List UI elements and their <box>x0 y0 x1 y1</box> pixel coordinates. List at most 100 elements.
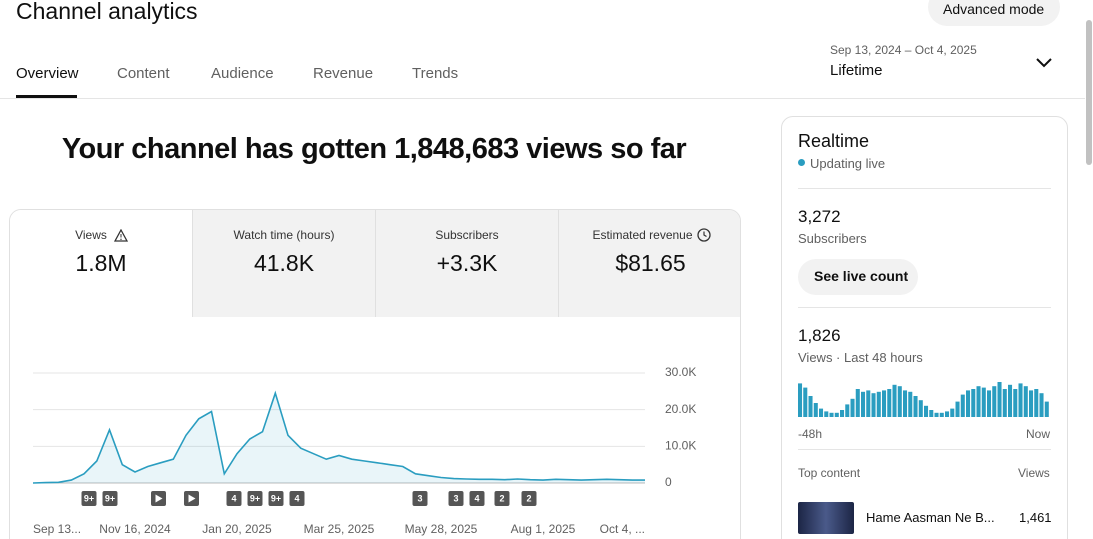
video-title[interactable]: Hame Aasman Ne B... <box>866 510 995 525</box>
marker-label: 3 <box>453 493 458 503</box>
bar <box>861 391 866 417</box>
x-tick-label: Aug 1, 2025 <box>511 522 576 536</box>
marker-box <box>268 491 284 506</box>
metric-card[interactable]: Subscribers +3.3K <box>376 210 559 317</box>
annotation-marker[interactable]: 4 <box>289 491 305 506</box>
subscriber-label: Subscribers <box>798 231 867 246</box>
bar <box>971 389 976 417</box>
marker-label: 3 <box>417 493 422 503</box>
tab-underline <box>16 95 77 98</box>
metric-label: Watch time (hours) <box>233 228 335 242</box>
annotation-marker[interactable]: 3 <box>412 491 428 506</box>
annotation-play[interactable] <box>151 491 166 506</box>
annotation-marker[interactable]: 3 <box>448 491 464 506</box>
bar <box>1018 383 1023 417</box>
annotation-marker[interactable]: 4 <box>469 491 485 506</box>
metric-card[interactable]: Estimated revenue $81.65 <box>559 210 740 317</box>
date-range-label[interactable]: Lifetime <box>830 62 883 79</box>
bar <box>903 390 908 417</box>
bar <box>1002 389 1007 417</box>
marker-label: 4 <box>474 493 479 503</box>
annotation-marker[interactable]: 9+ <box>81 491 97 506</box>
bar <box>824 411 829 417</box>
bar <box>992 386 997 417</box>
metric-label: Estimated revenue <box>592 228 693 242</box>
divider <box>798 188 1051 189</box>
marker-box <box>521 491 537 506</box>
metric-card[interactable]: Views 1.8M <box>10 210 193 317</box>
annotation-marker[interactable]: 9+ <box>102 491 118 506</box>
x-tick-label: Nov 16, 2024 <box>99 522 171 536</box>
realtime-title: Realtime <box>798 131 870 151</box>
bar <box>850 398 855 417</box>
y-tick-label: 20.0K <box>665 402 696 416</box>
x-tick-label: Mar 25, 2025 <box>304 522 375 536</box>
metric-label: Subscribers <box>435 228 499 242</box>
marker-box <box>289 491 305 506</box>
page-title: Channel analytics <box>16 0 198 24</box>
chevron-icon[interactable] <box>1036 58 1052 68</box>
marker-box <box>469 491 485 506</box>
bar <box>834 412 839 417</box>
bar <box>997 382 1002 417</box>
area <box>33 393 645 483</box>
advanced-mode-label[interactable]: Advanced mode <box>943 1 1045 17</box>
bar <box>855 389 860 417</box>
clock-icon <box>697 228 711 242</box>
bar <box>808 396 813 417</box>
annotation-marker[interactable]: 2 <box>494 491 510 506</box>
tab[interactable]: Audience <box>211 65 274 82</box>
annotation-marker[interactable]: 9+ <box>247 491 263 506</box>
see-live-count-label[interactable]: See live count <box>814 268 909 284</box>
bar <box>803 387 808 417</box>
bar <box>908 391 913 417</box>
video-thumbnail[interactable] <box>798 502 854 534</box>
views-count: 1,826 <box>798 326 841 345</box>
marker-label: 4 <box>294 493 299 503</box>
see-live-count-button[interactable] <box>798 259 918 295</box>
bar <box>897 386 902 417</box>
scrollbar-thumb[interactable] <box>1086 20 1092 165</box>
metric-value: 41.8K <box>253 250 315 276</box>
annotation-play[interactable] <box>184 491 199 506</box>
metric-value: $81.65 <box>615 250 686 276</box>
header-line <box>0 98 1085 99</box>
realtime-panel <box>781 116 1068 539</box>
bar <box>1013 389 1018 417</box>
annotation-marker[interactable]: 9+ <box>268 491 284 506</box>
line <box>32 390 645 484</box>
tab[interactable]: Overview <box>16 65 79 82</box>
divider <box>798 449 1051 450</box>
marker-label: 9+ <box>84 493 94 503</box>
x-tick-label: Sep 13... <box>33 522 81 536</box>
warning-icon <box>114 229 128 242</box>
metric-value: 1.8M <box>75 250 127 276</box>
marker-box <box>102 491 118 506</box>
tab[interactable]: Trends <box>412 65 459 82</box>
metrics-panel: Views 1.8M Watch time (hours) 41.8K Subscr… <box>9 209 741 539</box>
bar <box>1044 401 1049 417</box>
marker-label: 9+ <box>250 493 260 503</box>
x-tick-label: Now <box>1026 427 1050 441</box>
bar <box>1039 393 1044 417</box>
annotation-marker[interactable]: 2 <box>521 491 537 506</box>
bar <box>955 401 960 417</box>
y-tick-label: 0 <box>665 475 672 489</box>
date-range[interactable]: Sep 13, 2024 – Oct 4, 2025 <box>830 43 977 57</box>
bar <box>876 391 881 417</box>
x-tick-label: Oct 4, ... <box>600 522 645 536</box>
chevron[interactable] <box>1035 55 1053 71</box>
tab[interactable]: Revenue <box>313 65 374 82</box>
annotation-marker[interactable]: 4 <box>226 491 242 506</box>
bar <box>913 396 918 417</box>
marker-box <box>412 491 428 506</box>
tab[interactable]: Content <box>117 65 170 82</box>
bar <box>882 390 887 417</box>
advanced-mode-button[interactable] <box>928 0 1060 26</box>
headline: Your channel has gotten 1,848,683 views … <box>61 133 687 165</box>
metric-card[interactable]: Watch time (hours) 41.8K <box>193 210 376 317</box>
x-tick-label: -48h <box>798 427 822 441</box>
bar <box>960 394 965 417</box>
